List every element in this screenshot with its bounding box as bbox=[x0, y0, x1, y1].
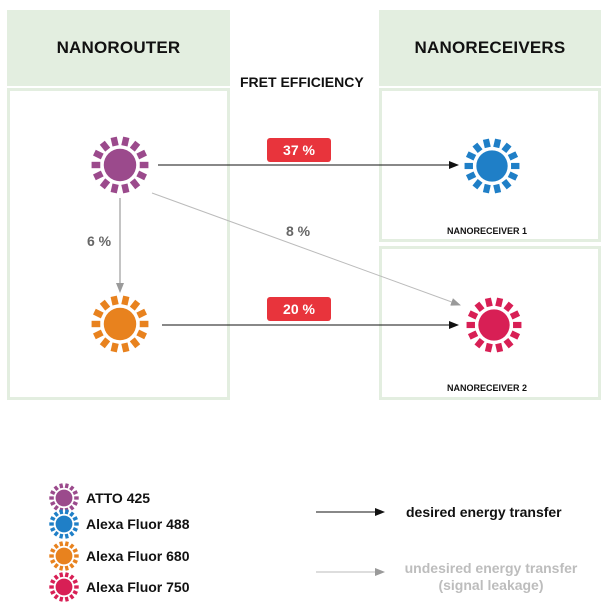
legend-alexa750-icon bbox=[49, 572, 79, 602]
label-atto-to-alexa680: 6 % bbox=[87, 233, 112, 249]
label-atto-to-receiver2: 8 % bbox=[286, 223, 311, 239]
legend-undesired-line2: (signal leakage) bbox=[438, 577, 544, 593]
nanorouter-header: NANOROUTER bbox=[7, 10, 230, 86]
atto425-dye-icon bbox=[91, 136, 149, 194]
receiver2-label: NANORECEIVER 2 bbox=[447, 383, 528, 393]
legend-label-alexa488: Alexa Fluor 488 bbox=[86, 516, 190, 532]
legend-desired-label: desired energy transfer bbox=[406, 504, 562, 520]
nanorouter-title: NANOROUTER bbox=[56, 38, 181, 57]
arrow-atto-to-receiver2 bbox=[151, 192, 461, 306]
receiver1-label: NANORECEIVER 1 bbox=[447, 226, 528, 236]
nanoreceivers-header: NANORECEIVERS bbox=[379, 10, 601, 86]
nanoreceivers-title: NANORECEIVERS bbox=[414, 38, 566, 57]
nanorouter-panel bbox=[7, 88, 230, 400]
legend-alexa680-icon bbox=[49, 541, 79, 571]
legend-undesired-line1: undesired energy transfer bbox=[404, 560, 578, 576]
legend-alexa488-icon bbox=[49, 509, 79, 539]
fret-efficiency-title: FRET EFFICIENCY bbox=[240, 74, 364, 90]
legend-undesired-label: undesired energy transfer (signal leakag… bbox=[396, 560, 586, 594]
alexa488-receiver1-icon bbox=[464, 138, 520, 194]
legend-label-alexa680: Alexa Fluor 680 bbox=[86, 548, 190, 564]
alexa680-dye-icon bbox=[91, 295, 149, 353]
legend-label-atto425: ATTO 425 bbox=[86, 490, 151, 506]
alexa750-receiver2-icon bbox=[466, 297, 522, 353]
legend-label-alexa750: Alexa Fluor 750 bbox=[86, 579, 190, 595]
badge-alexa680-to-receiver2: 20 % bbox=[267, 297, 331, 321]
legend-atto425-icon bbox=[49, 483, 79, 513]
badge-atto-to-receiver1: 37 % bbox=[267, 138, 331, 162]
